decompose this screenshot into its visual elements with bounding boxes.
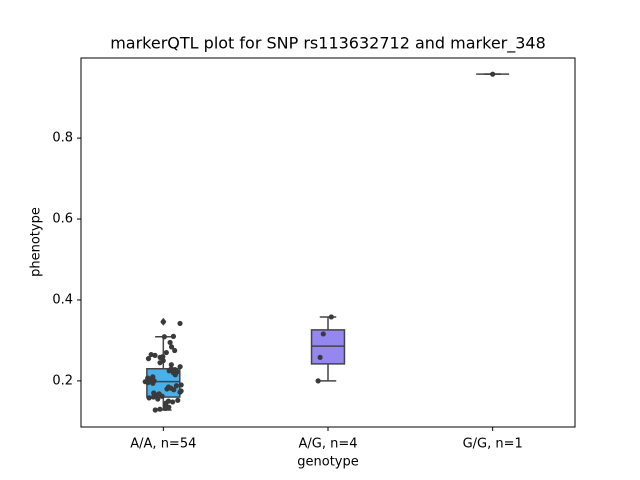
strip-point bbox=[178, 382, 184, 388]
strip-point bbox=[173, 383, 180, 389]
strip-point bbox=[177, 389, 183, 395]
strip-point bbox=[172, 372, 178, 378]
x-axis-label: genotype bbox=[297, 455, 358, 470]
strip-point bbox=[328, 314, 334, 320]
y-axis-label: phenotype bbox=[29, 207, 44, 277]
strip-point bbox=[162, 405, 169, 411]
strip-point bbox=[177, 320, 183, 327]
strip-point bbox=[163, 349, 169, 356]
strip-point bbox=[168, 344, 175, 350]
strip-point bbox=[490, 71, 496, 77]
strip-point bbox=[317, 354, 323, 361]
chart-title: markerQTL plot for SNP rs113632712 and m… bbox=[110, 34, 546, 54]
strip-point bbox=[167, 339, 173, 346]
strip-point bbox=[155, 396, 161, 402]
x-tick-label: A/G, n=4 bbox=[298, 437, 357, 452]
strip-point bbox=[146, 395, 152, 401]
strip-point bbox=[152, 352, 158, 358]
strip-point bbox=[164, 386, 170, 392]
strip-point bbox=[315, 378, 321, 384]
strip-point bbox=[170, 399, 176, 405]
strip-point bbox=[145, 356, 152, 362]
strip-point bbox=[152, 407, 158, 413]
strip-point bbox=[157, 354, 163, 361]
strip-point bbox=[145, 379, 151, 386]
strip-point bbox=[166, 368, 172, 374]
strip-point bbox=[171, 387, 177, 393]
strip-point bbox=[157, 406, 163, 412]
x-tick-label: G/G, n=1 bbox=[463, 437, 523, 452]
strip-point bbox=[172, 347, 178, 354]
strip-point bbox=[159, 393, 165, 399]
strip-point bbox=[157, 360, 163, 366]
x-tick-label: A/A, n=54 bbox=[130, 437, 196, 452]
strip-point bbox=[170, 333, 177, 339]
y-tick-label: 0.8 bbox=[52, 131, 73, 146]
strip-point bbox=[150, 394, 157, 400]
strip-point bbox=[168, 362, 174, 368]
box bbox=[310, 329, 346, 365]
strip-point bbox=[177, 364, 183, 370]
strip-point bbox=[175, 397, 181, 403]
strip-point bbox=[320, 331, 326, 337]
strip-point bbox=[150, 380, 156, 386]
y-tick-label: 0.6 bbox=[52, 212, 73, 227]
strip-point bbox=[160, 319, 166, 325]
y-tick-label: 0.4 bbox=[52, 292, 73, 307]
y-tick-label: 0.2 bbox=[52, 373, 73, 388]
strip-point bbox=[161, 334, 167, 340]
